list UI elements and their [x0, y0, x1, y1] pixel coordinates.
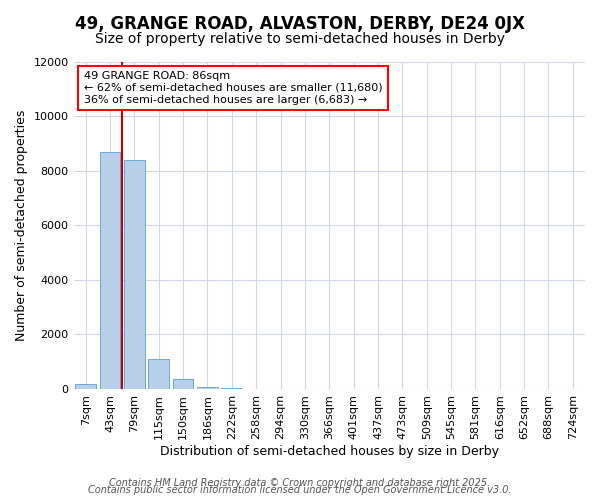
X-axis label: Distribution of semi-detached houses by size in Derby: Distribution of semi-detached houses by …	[160, 444, 499, 458]
Bar	[173, 380, 193, 389]
Y-axis label: Number of semi-detached properties: Number of semi-detached properties	[15, 110, 28, 341]
Text: Contains HM Land Registry data © Crown copyright and database right 2025.: Contains HM Land Registry data © Crown c…	[109, 478, 491, 488]
Text: 49, GRANGE ROAD, ALVASTON, DERBY, DE24 0JX: 49, GRANGE ROAD, ALVASTON, DERBY, DE24 0…	[75, 15, 525, 33]
Bar	[76, 384, 96, 389]
Bar	[221, 388, 242, 389]
Text: Contains public sector information licensed under the Open Government Licence v3: Contains public sector information licen…	[88, 485, 512, 495]
Bar	[148, 359, 169, 389]
Bar	[197, 387, 218, 389]
Text: 49 GRANGE ROAD: 86sqm
← 62% of semi-detached houses are smaller (11,680)
36% of : 49 GRANGE ROAD: 86sqm ← 62% of semi-deta…	[84, 72, 382, 104]
Bar	[124, 160, 145, 389]
Text: Size of property relative to semi-detached houses in Derby: Size of property relative to semi-detach…	[95, 32, 505, 46]
Bar	[100, 152, 121, 389]
